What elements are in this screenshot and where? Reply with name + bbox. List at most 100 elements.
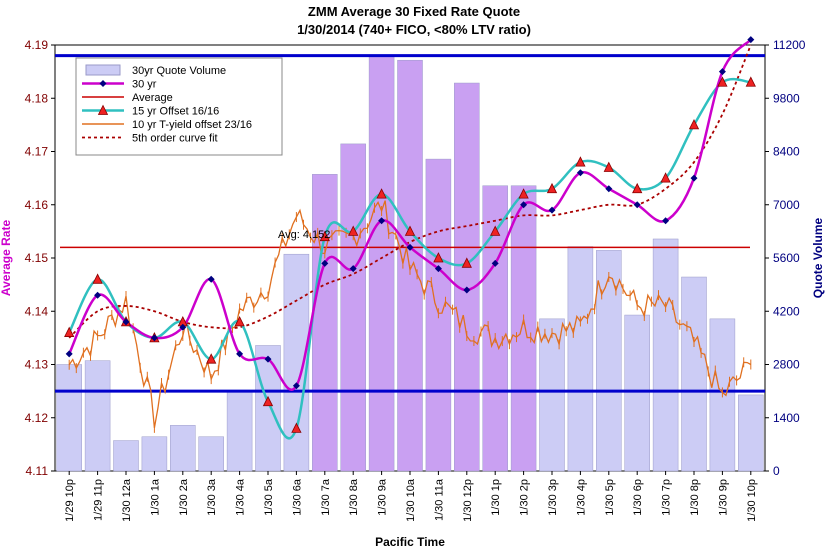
x-tick-label: 1/29 10p — [64, 479, 76, 522]
x-tick-label: 1/30 8p — [689, 479, 701, 516]
thirty-yr-marker — [94, 291, 102, 299]
y-left-tick-label: 4.14 — [25, 304, 49, 318]
thirty-yr-marker — [378, 217, 386, 225]
x-tick-label: 1/30 3p — [547, 479, 559, 516]
x-tick-label: 1/29 11p — [93, 479, 105, 521]
thirty-yr-marker — [747, 36, 755, 44]
x-tick-label: 1/30 9p — [717, 479, 729, 516]
legend-label: 30yr Quote Volume — [132, 65, 226, 77]
thirty-yr-marker — [662, 217, 670, 225]
x-tick-label: 1/30 4p — [575, 479, 587, 516]
volume-bars-layer — [56, 56, 764, 472]
thirty-yr-marker — [576, 169, 584, 177]
fifteen-yr-marker — [376, 188, 387, 199]
thirty-yr-marker — [292, 382, 300, 390]
volume-bar — [84, 360, 111, 472]
legend-item: Average — [82, 92, 173, 104]
volume-bar — [255, 345, 281, 472]
chart-subtitle: 1/30/2014 (740+ FICO, <80% LTV ratio) — [297, 22, 531, 37]
x-tick-label: 1/30 7p — [661, 479, 673, 516]
y-right-tick-label: 1400 — [773, 411, 800, 425]
thirty-yr-marker — [65, 350, 73, 358]
x-tick-label: 1/30 6a — [291, 478, 303, 516]
x-tick-label: 1/30 7a — [320, 478, 332, 516]
thirty-yr-marker — [349, 265, 357, 273]
volume-bar — [283, 253, 310, 472]
fifteen-yr-marker — [546, 182, 558, 194]
volume-bar — [738, 394, 764, 472]
fifteen-yr-marker — [518, 188, 529, 199]
fifteen-yr-marker — [291, 422, 302, 433]
fifteen-yr-marker — [433, 252, 444, 263]
volume-bar — [312, 174, 338, 472]
y-right-tick-label: 11200 — [773, 38, 806, 52]
legend-swatch-marker — [99, 80, 107, 87]
legend-item: 15 yr Offset 16/16 — [82, 104, 219, 118]
average-annotation: Avg: 4.152 — [278, 229, 330, 241]
x-axis-label: Pacific Time — [375, 535, 445, 549]
fifteen-yr-marker — [688, 118, 700, 130]
volume-bar — [596, 250, 622, 472]
band-lines-layer — [55, 54, 765, 393]
fifteen-yr-marker — [660, 172, 671, 183]
volume-bar — [510, 185, 537, 472]
y-right-tick-label: 7000 — [773, 198, 800, 212]
thirty-yr-marker — [236, 350, 244, 358]
y-right-tick-label: 5600 — [773, 251, 800, 265]
x-tick-label: 1/30 5a — [263, 478, 275, 516]
volume-bar — [567, 246, 594, 472]
legend-item: 30yr Quote Volume — [85, 64, 226, 77]
thirty-yr-marker — [150, 334, 158, 342]
x-tick-label: 1/30 9a — [377, 478, 389, 516]
x-tick-label: 1/30 2p — [519, 479, 531, 516]
thirty-yr-marker — [321, 259, 329, 267]
thirty-yr-marker — [548, 206, 556, 214]
volume-bar — [141, 436, 168, 472]
x-tick-label: 1/30 1a — [149, 478, 161, 516]
legend-label: 15 yr Offset 16/16 — [132, 106, 219, 118]
fifteen-yr-marker — [575, 156, 586, 167]
x-tick-label: 1/30 3a — [206, 478, 218, 516]
volume-bar — [368, 56, 395, 472]
y-left-tick-label: 4.18 — [25, 91, 49, 105]
legend-label: Average — [132, 92, 173, 104]
y-right-tick-label: 8400 — [773, 145, 800, 159]
fifteen-yr-marker — [404, 225, 416, 236]
legend-swatch-marker — [97, 104, 109, 115]
x-axis-ticks: 1/29 10p 1/29 11p 1/30 12a 1/30 1a 1/30 2a 1/… — [64, 471, 758, 522]
right-axis-ticks: 0 1400 2800 4200 5600 7000 8400 9800 11200 — [765, 38, 806, 478]
y-left-tick-label: 4.11 — [26, 464, 49, 478]
fifteen-yr-marker — [745, 76, 756, 87]
y-left-tick-label: 4.12 — [25, 411, 49, 425]
x-tick-label: 1/30 12p — [462, 479, 474, 522]
y-right-tick-label: 4200 — [773, 304, 800, 318]
thirty-yr-marker — [520, 201, 528, 209]
thirty-yr-marker — [605, 185, 613, 193]
volume-bar — [454, 82, 480, 472]
thirty-yr-marker — [264, 355, 272, 363]
y-left-tick-label: 4.13 — [25, 358, 49, 372]
y-left-tick-label: 4.15 — [25, 251, 49, 265]
thirty-yr-marker — [718, 68, 726, 76]
fifteen-yr-marker — [490, 225, 501, 236]
y-axis-left-label: Average Rate — [0, 220, 13, 297]
fifteen-yr-marker — [603, 161, 614, 172]
fifteen-yr-marker — [348, 225, 359, 236]
legend-label: 10 yr T-yield offset 23/16 — [132, 119, 252, 131]
fifteen-yr-marker — [92, 273, 103, 284]
fifteen-yr-marker — [319, 230, 330, 242]
thirty-yr-marker — [179, 323, 187, 331]
fifteen-yr-marker — [64, 326, 75, 337]
legend-item: 10 yr T-yield offset 23/16 — [82, 119, 252, 131]
legend-item: 5th order curve fit — [82, 133, 218, 145]
x-tick-label: 1/30 5p — [604, 479, 616, 516]
legend-label: 30 yr — [132, 79, 157, 91]
y-left-tick-label: 4.19 — [25, 38, 49, 52]
volume-bar — [198, 436, 224, 472]
fifteen-yr-marker — [234, 316, 245, 327]
fifteen-yr-marker — [461, 257, 472, 268]
chart-title: ZMM Average 30 Fixed Rate Quote — [308, 4, 520, 19]
volume-bar — [340, 143, 366, 472]
x-tick-label: 1/30 1p — [490, 479, 502, 516]
